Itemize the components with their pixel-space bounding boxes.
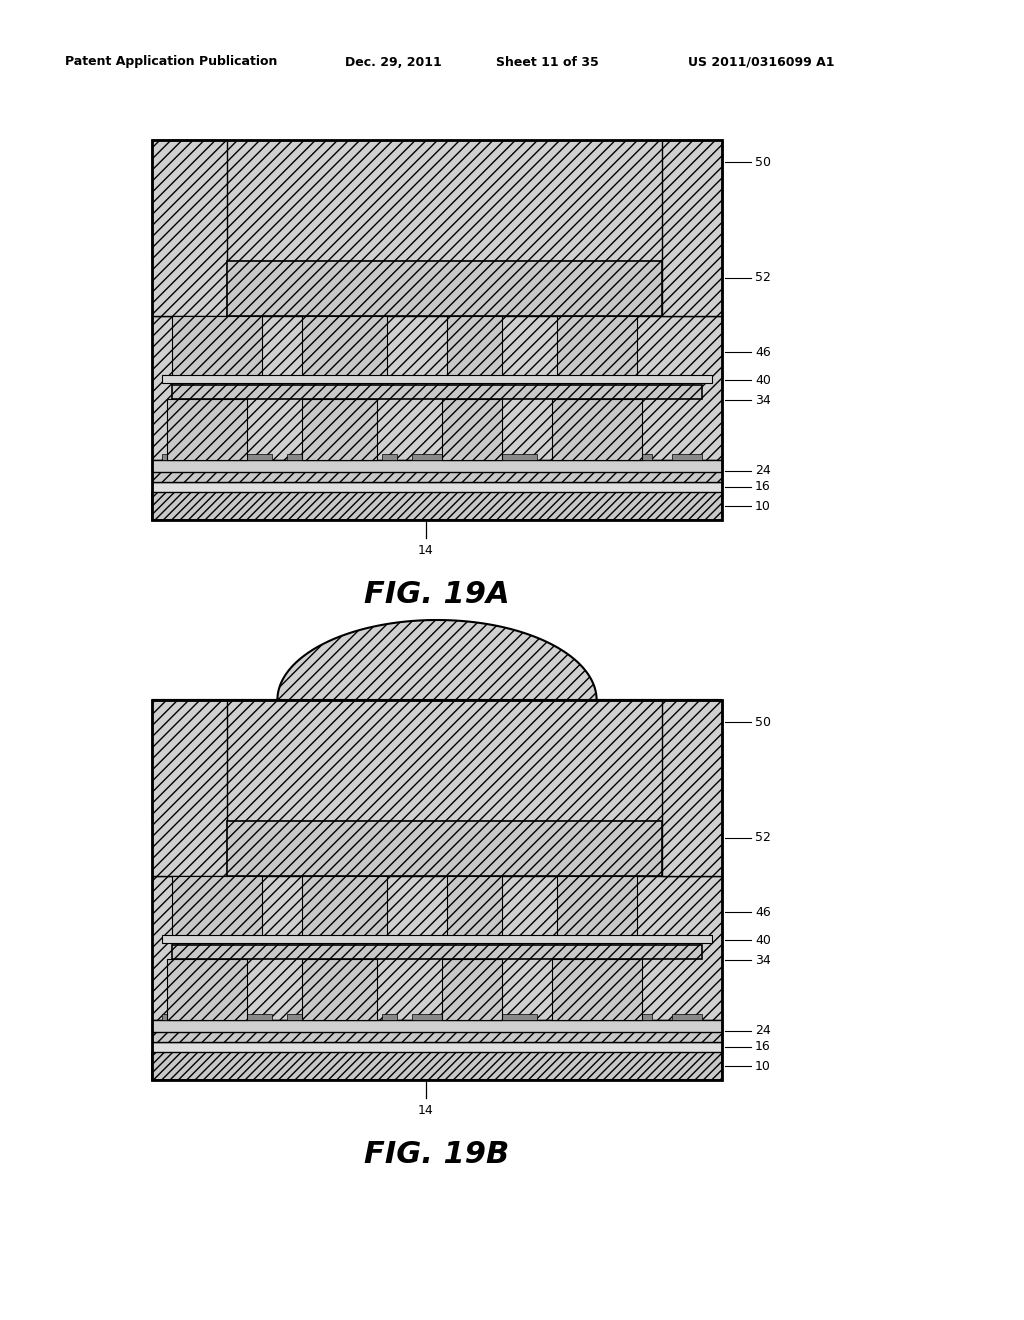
- Bar: [552, 1014, 577, 1020]
- Bar: [152, 1020, 722, 1032]
- Bar: [662, 140, 722, 315]
- Bar: [232, 1014, 272, 1020]
- Text: 34: 34: [755, 953, 771, 966]
- Text: 34: 34: [755, 393, 771, 407]
- Text: 52: 52: [755, 271, 771, 284]
- Bar: [167, 399, 247, 459]
- Text: 40: 40: [755, 933, 771, 946]
- Text: 14: 14: [418, 1104, 433, 1117]
- Text: FIG. 19B: FIG. 19B: [365, 1140, 510, 1170]
- Bar: [152, 459, 722, 473]
- Bar: [447, 315, 502, 385]
- Bar: [152, 140, 227, 315]
- Bar: [172, 876, 262, 945]
- Text: 10: 10: [755, 1060, 771, 1072]
- Bar: [287, 454, 312, 459]
- Bar: [172, 315, 262, 385]
- Bar: [152, 459, 722, 482]
- Text: 50: 50: [755, 156, 771, 169]
- Bar: [462, 454, 482, 459]
- Bar: [172, 385, 702, 399]
- Text: 40: 40: [755, 374, 771, 387]
- Bar: [152, 1020, 722, 1041]
- Bar: [152, 700, 722, 1080]
- Text: 10: 10: [755, 499, 771, 512]
- Bar: [302, 315, 387, 385]
- Bar: [167, 960, 247, 1020]
- Bar: [152, 492, 722, 520]
- Bar: [442, 399, 502, 459]
- Text: US 2011/0316099 A1: US 2011/0316099 A1: [688, 55, 835, 69]
- Bar: [302, 876, 387, 945]
- Bar: [412, 1014, 442, 1020]
- Bar: [597, 454, 637, 459]
- Bar: [152, 700, 227, 876]
- Text: 24: 24: [755, 1024, 771, 1038]
- Bar: [552, 454, 577, 459]
- Text: 24: 24: [755, 465, 771, 478]
- Bar: [502, 454, 537, 459]
- Bar: [447, 876, 502, 945]
- Text: 46: 46: [755, 346, 771, 359]
- Bar: [327, 454, 362, 459]
- Bar: [152, 482, 722, 492]
- Bar: [152, 876, 722, 1020]
- Bar: [227, 261, 662, 315]
- Bar: [287, 1014, 312, 1020]
- Bar: [672, 1014, 702, 1020]
- Bar: [632, 1014, 652, 1020]
- Bar: [412, 454, 442, 459]
- Bar: [442, 960, 502, 1020]
- Text: Patent Application Publication: Patent Application Publication: [65, 55, 278, 69]
- Bar: [672, 454, 702, 459]
- Text: FIG. 19A: FIG. 19A: [365, 579, 510, 609]
- Bar: [162, 375, 712, 383]
- Bar: [162, 454, 193, 459]
- Text: 52: 52: [755, 832, 771, 843]
- Bar: [382, 1014, 397, 1020]
- Bar: [557, 315, 637, 385]
- Bar: [152, 315, 722, 459]
- Bar: [202, 454, 222, 459]
- Text: 46: 46: [755, 906, 771, 919]
- Text: 50: 50: [755, 715, 771, 729]
- Text: 16: 16: [755, 480, 771, 494]
- Bar: [227, 821, 662, 876]
- Bar: [302, 399, 377, 459]
- Bar: [202, 1014, 222, 1020]
- Bar: [152, 140, 722, 261]
- Bar: [552, 960, 642, 1020]
- Bar: [162, 1014, 193, 1020]
- Bar: [302, 960, 377, 1020]
- Bar: [327, 1014, 362, 1020]
- Bar: [232, 454, 272, 459]
- Bar: [462, 1014, 482, 1020]
- Bar: [382, 454, 397, 459]
- Bar: [162, 935, 712, 942]
- Bar: [597, 1014, 637, 1020]
- Bar: [502, 1014, 537, 1020]
- Text: Sheet 11 of 35: Sheet 11 of 35: [496, 55, 599, 69]
- Bar: [152, 1052, 722, 1080]
- Bar: [552, 399, 642, 459]
- Text: Dec. 29, 2011: Dec. 29, 2011: [345, 55, 441, 69]
- Bar: [152, 700, 722, 821]
- Bar: [557, 876, 637, 945]
- Text: 14: 14: [418, 544, 433, 557]
- Polygon shape: [152, 620, 722, 700]
- Bar: [662, 700, 722, 876]
- Bar: [632, 454, 652, 459]
- Bar: [152, 140, 722, 520]
- Text: 16: 16: [755, 1040, 771, 1053]
- Bar: [172, 945, 702, 960]
- Bar: [152, 1041, 722, 1052]
